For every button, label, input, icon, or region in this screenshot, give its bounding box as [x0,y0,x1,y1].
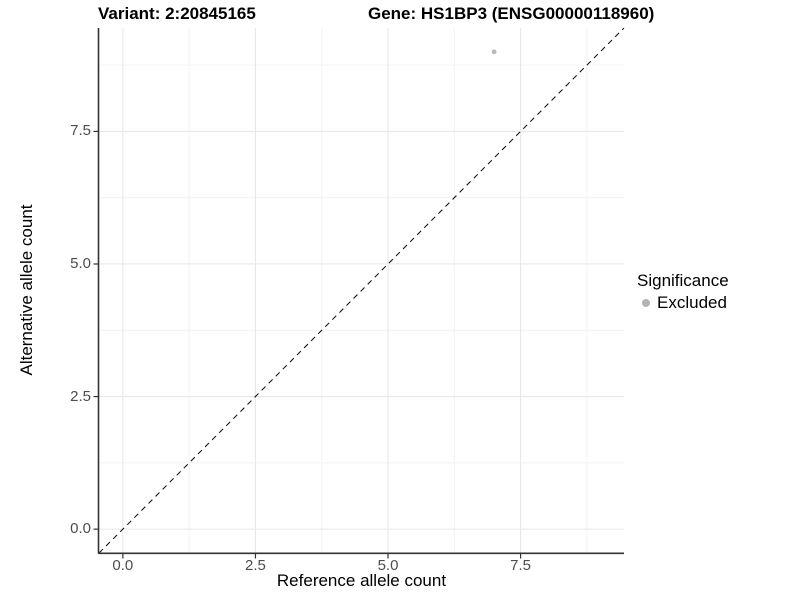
legend-item-label: Excluded [657,293,727,312]
y-tick-label: 7.5 [70,122,91,140]
y-tick-label: 2.5 [70,387,91,405]
data-point [491,49,497,55]
x-tick-label: 0.0 [112,557,134,574]
legend: Significance Excluded [637,271,729,313]
x-tick-label: 2.5 [245,557,266,574]
identity-line [98,27,625,554]
x-tick-label: 7.5 [510,557,531,574]
x-tick-label: 5.0 [377,557,399,574]
excluded-point-icon [641,299,650,307]
y-axis-title: Alternative allele count [17,204,36,376]
y-tick-label: 0.0 [70,520,91,538]
plot-title-gene: Gene: HS1BP3 (ENSG00000118960) [368,4,655,23]
x-axis-title: Reference allele count [276,571,447,590]
legend-key [637,295,654,312]
legend-item-excluded: Excluded [637,293,729,313]
legend-title: Significance [637,271,729,290]
plot-title-variant: Variant: 2:20845165 [98,4,256,23]
y-tick-label: 5.0 [70,254,91,272]
